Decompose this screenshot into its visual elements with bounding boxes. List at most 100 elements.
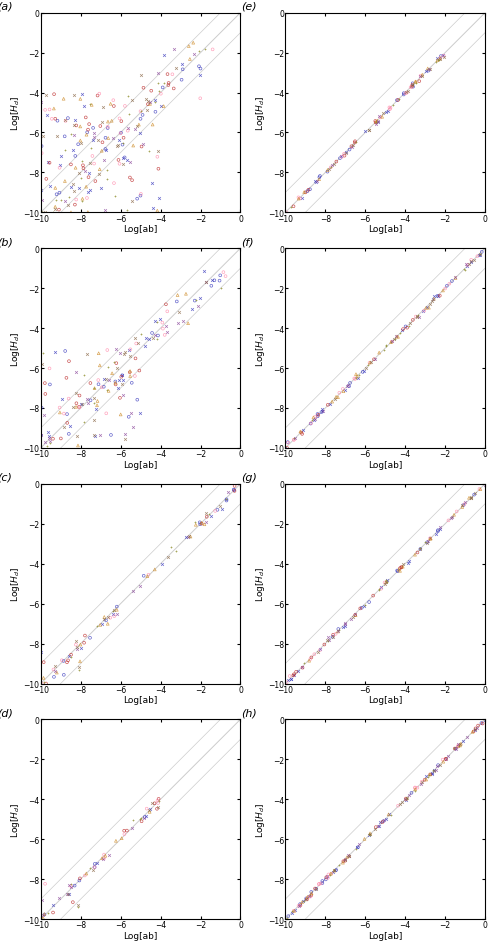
- Point: [40, 907, 48, 922]
- Point: [136, 363, 143, 379]
- Point: [86, 376, 94, 391]
- Point: [408, 78, 416, 93]
- Point: [124, 410, 132, 425]
- Point: [298, 895, 306, 910]
- Point: [96, 167, 104, 182]
- Point: [415, 75, 423, 90]
- Point: [113, 140, 121, 155]
- Point: [50, 202, 58, 217]
- Point: [118, 370, 126, 385]
- Point: [416, 542, 424, 557]
- Point: [110, 99, 118, 114]
- Point: [116, 391, 124, 406]
- Point: [314, 174, 322, 189]
- Point: [70, 118, 78, 133]
- Point: [339, 382, 347, 397]
- Point: [408, 80, 416, 95]
- Point: [102, 372, 110, 387]
- Point: [56, 406, 64, 421]
- Point: [355, 836, 363, 851]
- Point: [424, 534, 432, 549]
- Point: [164, 67, 172, 82]
- Point: [395, 563, 403, 578]
- Point: [41, 206, 49, 221]
- Point: [154, 794, 162, 809]
- Point: [198, 515, 205, 531]
- Text: (c): (c): [0, 472, 12, 482]
- Point: [468, 725, 476, 740]
- Point: [142, 331, 150, 346]
- Point: [38, 676, 46, 691]
- Point: [476, 482, 484, 497]
- Point: [414, 309, 422, 324]
- Point: [121, 432, 129, 447]
- Point: [290, 667, 298, 683]
- Point: [436, 52, 444, 67]
- Point: [128, 376, 136, 391]
- Point: [102, 143, 110, 158]
- Point: [329, 864, 337, 879]
- Point: [108, 114, 116, 129]
- Point: [389, 98, 397, 113]
- Point: [142, 93, 150, 108]
- Point: [117, 126, 125, 141]
- Point: [144, 567, 152, 582]
- Point: [472, 721, 480, 736]
- Point: [44, 425, 52, 440]
- Point: [68, 879, 76, 894]
- Point: [136, 112, 144, 127]
- Point: [186, 530, 194, 545]
- Point: [67, 649, 75, 665]
- Point: [402, 791, 410, 806]
- Point: [64, 886, 72, 902]
- Point: [377, 582, 385, 597]
- Point: [154, 162, 162, 177]
- Point: [288, 903, 296, 919]
- Point: [386, 103, 394, 118]
- Point: [388, 807, 396, 822]
- Point: [424, 770, 432, 785]
- Point: [128, 820, 136, 835]
- Point: [425, 301, 433, 316]
- Point: [350, 371, 358, 386]
- Point: [88, 149, 96, 164]
- Point: [356, 601, 364, 616]
- Point: [182, 530, 190, 545]
- Point: [466, 491, 474, 506]
- Point: [430, 763, 438, 778]
- Point: [76, 654, 84, 669]
- Point: [422, 769, 430, 784]
- Point: [196, 515, 204, 531]
- Point: [126, 365, 134, 380]
- Point: [104, 343, 112, 358]
- Point: [72, 400, 80, 415]
- Point: [330, 158, 338, 173]
- Point: [302, 891, 310, 906]
- Point: [56, 400, 64, 415]
- Point: [384, 575, 392, 590]
- Point: [49, 897, 57, 912]
- Point: [36, 183, 44, 198]
- Point: [72, 119, 80, 134]
- Point: [456, 738, 464, 753]
- Point: [72, 161, 80, 177]
- Point: [474, 720, 482, 735]
- Point: [124, 124, 132, 139]
- Point: [374, 115, 382, 130]
- Point: [304, 889, 312, 904]
- Point: [462, 495, 469, 510]
- Point: [327, 160, 335, 175]
- Point: [67, 648, 75, 663]
- Point: [202, 515, 210, 531]
- Point: [481, 713, 489, 728]
- Point: [351, 136, 359, 151]
- Point: [52, 181, 60, 196]
- Point: [164, 549, 172, 565]
- Point: [288, 905, 296, 920]
- Point: [96, 162, 104, 177]
- Y-axis label: Log[$H_d$]: Log[$H_d$]: [254, 95, 266, 131]
- Point: [46, 436, 54, 451]
- Point: [46, 179, 54, 194]
- Point: [102, 849, 110, 864]
- Point: [84, 123, 92, 138]
